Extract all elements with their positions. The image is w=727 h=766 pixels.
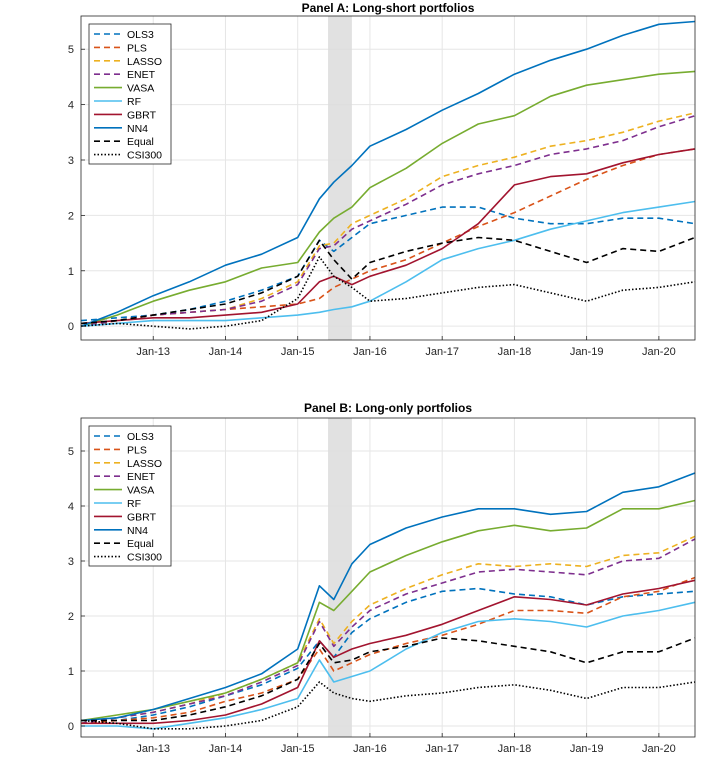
legend-label: PLS — [127, 444, 147, 456]
x-tick-label: Jan-14 — [209, 346, 243, 358]
series-line-gbrt — [80, 148, 696, 325]
series-line-enet — [80, 538, 696, 725]
shaded-period — [328, 418, 352, 737]
x-tick-label: Jan-13 — [136, 346, 170, 358]
x-tick-label: Jan-19 — [570, 743, 604, 755]
y-tick-label: 2 — [68, 611, 74, 623]
x-tick-label: Jan-15 — [281, 743, 315, 755]
legend-label: CSI300 — [127, 552, 162, 564]
legend-label: Equal — [127, 538, 154, 550]
x-tick-label: Jan-17 — [425, 346, 459, 358]
panel-a: Jan-13 Jan-14 Jan-15 Jan-16 Jan-17 Jan-18 Jan-… — [68, 1, 696, 358]
legend-label: NN4 — [127, 123, 148, 135]
series-line-nn4 — [80, 20, 696, 327]
series-line-rf — [81, 601, 696, 730]
shaded-period — [328, 16, 352, 340]
legend-label: GBRT — [127, 109, 157, 121]
x-tick-label: Jan-20 — [642, 743, 676, 755]
y-tick-label: 5 — [68, 44, 74, 56]
series-line-enet — [80, 114, 696, 327]
series-line-pls — [80, 576, 696, 725]
legend-label: RF — [127, 96, 141, 108]
legend-label: RF — [127, 498, 141, 510]
x-tick-label: Jan-18 — [498, 346, 532, 358]
chart-title: Panel B: Long-only portfolios — [304, 401, 472, 415]
legend-label: ENET — [127, 471, 156, 483]
y-tick-label: 3 — [68, 155, 74, 167]
y-tick-label: 4 — [68, 501, 74, 513]
legend-label: ENET — [127, 69, 156, 81]
series-line-vasa — [80, 70, 696, 327]
x-tick-label: Jan-13 — [136, 743, 170, 755]
series-line-equal — [80, 236, 696, 325]
y-tick-label: 1 — [68, 666, 74, 678]
legend-label: PLS — [127, 42, 147, 54]
y-tick-label: 2 — [68, 210, 74, 222]
legend-label: GBRT — [127, 511, 157, 523]
axes-box — [80, 15, 696, 341]
series-line-vasa — [80, 499, 696, 722]
x-tick-label: Jan-17 — [425, 743, 459, 755]
panel-b: Jan-13 Jan-14 Jan-15 Jan-16 Jan-17 Jan-18 Jan-… — [68, 401, 696, 755]
x-tick-label: Jan-16 — [353, 743, 387, 755]
x-tick-label: Jan-16 — [353, 346, 387, 358]
legend-label: OLS3 — [127, 431, 154, 443]
chart-title: Panel A: Long-short portfolios — [302, 1, 475, 15]
x-tick-label: Jan-15 — [281, 346, 315, 358]
x-tick-label: Jan-18 — [498, 743, 532, 755]
legend-label: VASA — [127, 83, 154, 95]
legend-label: VASA — [127, 485, 154, 497]
legend-label: OLS3 — [127, 29, 154, 41]
y-tick-label: 3 — [68, 556, 74, 568]
legend-box — [88, 425, 172, 567]
series-line-lasso — [80, 535, 696, 725]
plot-area — [81, 418, 695, 737]
y-tick-label: 0 — [68, 321, 74, 333]
x-tick-label: Jan-19 — [570, 346, 604, 358]
legend-label: LASSO — [127, 56, 162, 68]
legend-label: Equal — [127, 136, 154, 148]
y-tick-label: 1 — [68, 266, 74, 278]
axes-box — [80, 417, 696, 738]
legend-label: CSI300 — [127, 150, 162, 162]
legend-label: NN4 — [127, 525, 148, 537]
legend-box — [88, 23, 172, 165]
y-tick-label: 4 — [68, 100, 74, 112]
series-line-rf — [80, 200, 696, 327]
legend-label: LASSO — [127, 458, 162, 470]
x-tick-label: Jan-14 — [209, 743, 243, 755]
series-line-equal — [81, 637, 696, 722]
series-line-gbrt — [81, 579, 696, 725]
x-tick-label: Jan-20 — [642, 346, 676, 358]
y-tick-label: 0 — [68, 721, 74, 733]
y-tick-label: 5 — [68, 446, 74, 458]
series-line-nn4 — [80, 472, 696, 722]
